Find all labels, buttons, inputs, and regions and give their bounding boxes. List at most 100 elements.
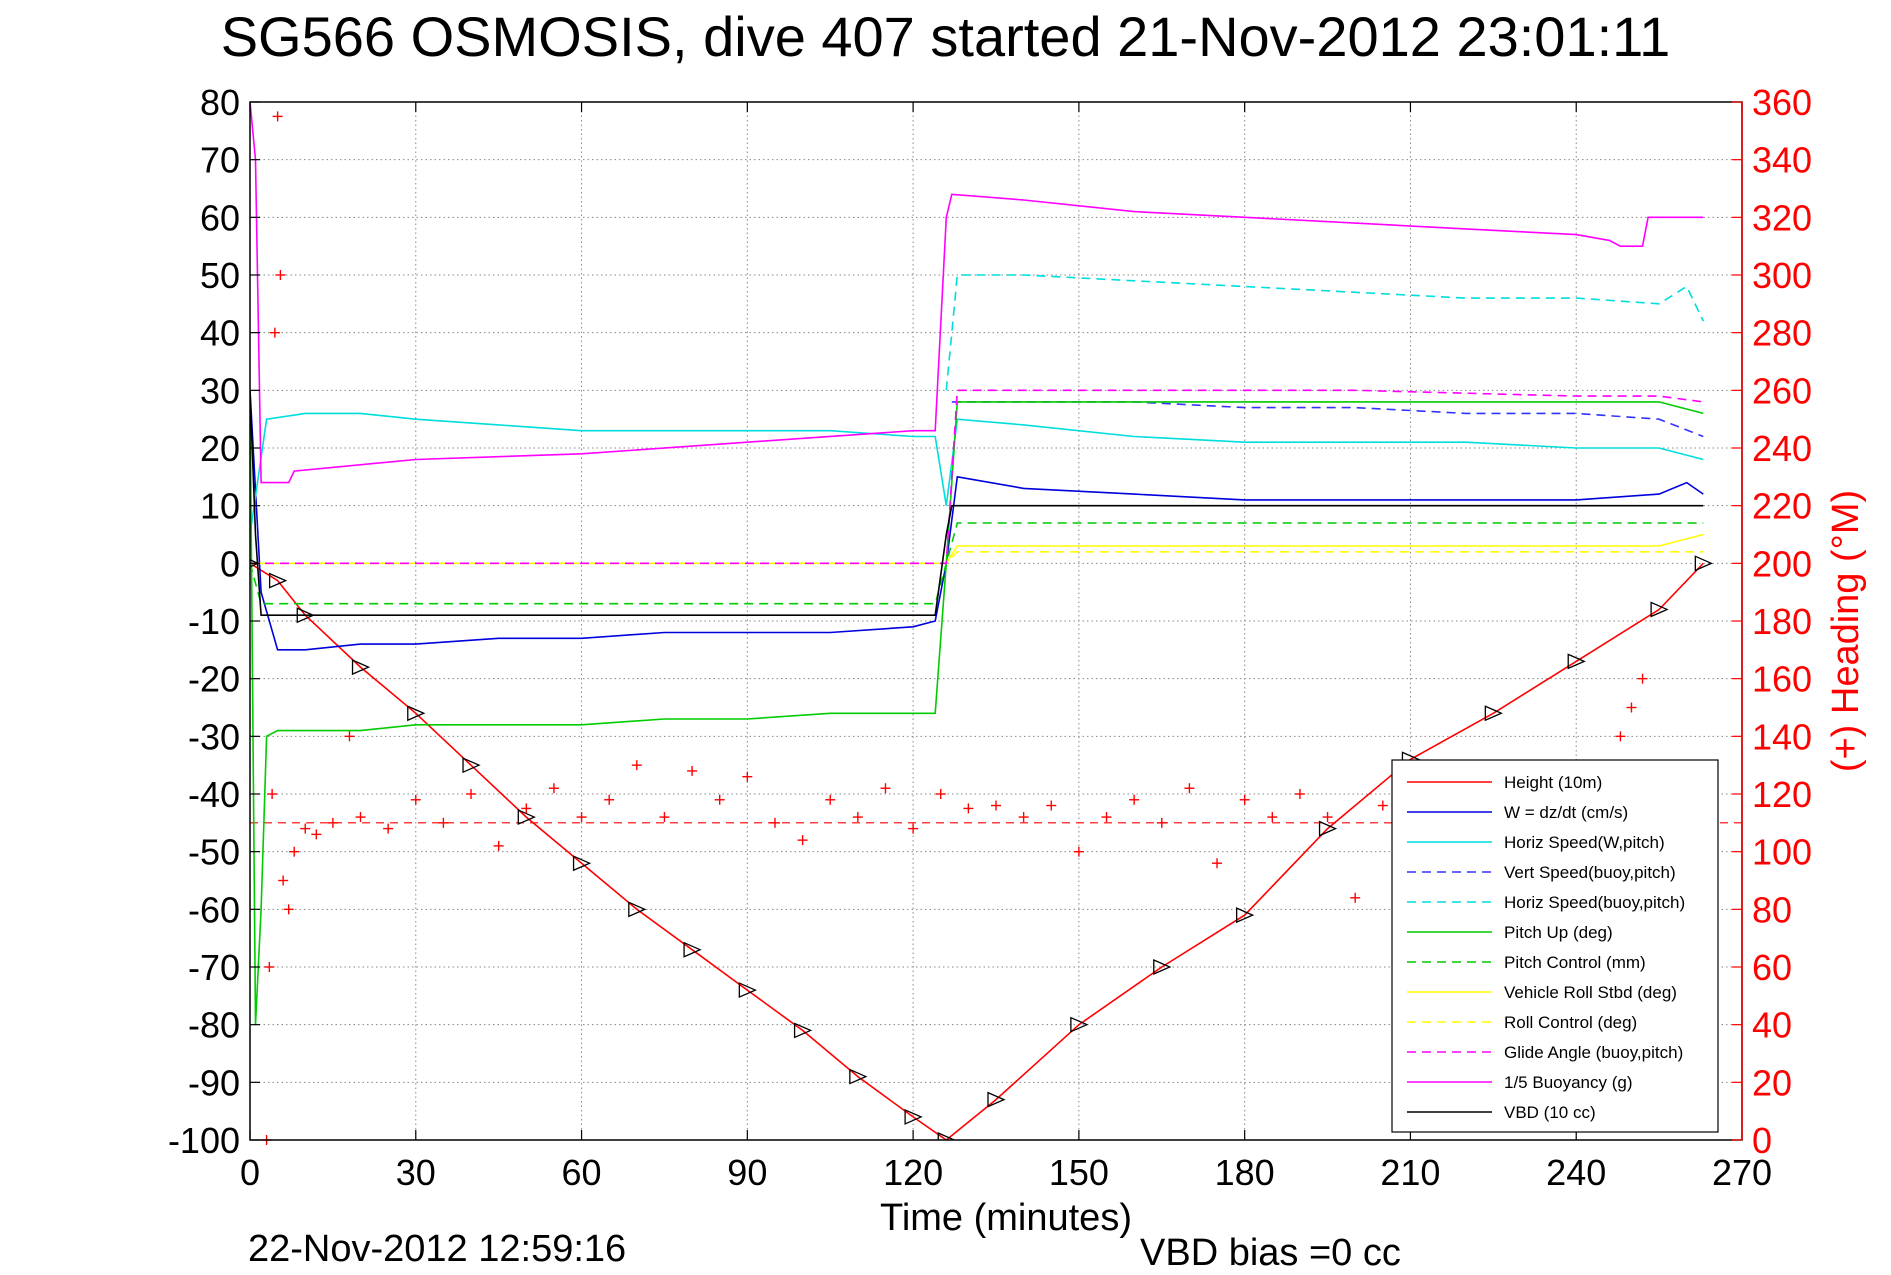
series-line-5	[250, 390, 1704, 1025]
x-tick-label: 240	[1546, 1152, 1606, 1193]
heading-point	[1626, 702, 1637, 713]
legend-label-9: Glide Angle (buoy,pitch)	[1504, 1043, 1683, 1062]
heading-point	[410, 794, 421, 805]
height-point-marker	[849, 1068, 868, 1085]
y-tick-label: 20	[200, 428, 240, 469]
x-tick-label: 210	[1380, 1152, 1440, 1193]
legend-label-10: 1/5 Buoyancy (g)	[1504, 1073, 1633, 1092]
y-right-tick-label: 60	[1752, 947, 1792, 988]
heading-point	[1239, 794, 1250, 805]
heading-point	[1212, 858, 1223, 869]
heading-point	[1294, 789, 1305, 799]
y-right-tick-label: 100	[1752, 832, 1812, 873]
heading-point	[1615, 731, 1626, 742]
height-point-marker	[268, 572, 288, 589]
heading-point	[1350, 892, 1361, 903]
legend-label-4: Horiz Speed(buoy,pitch)	[1504, 893, 1685, 912]
height-point-marker	[296, 607, 315, 624]
series-line-1	[250, 390, 1704, 651]
heading-point	[289, 846, 300, 857]
height-point-marker	[1484, 705, 1503, 722]
heading-point	[1184, 783, 1195, 794]
y-tick-label: -80	[188, 1005, 240, 1046]
heading-point	[991, 800, 1001, 811]
heading-point	[300, 823, 311, 834]
x-tick-label: 60	[562, 1152, 602, 1193]
height-point-marker	[1070, 1016, 1089, 1033]
y-right-tick-label: 360	[1752, 82, 1812, 123]
y-tick-label: -90	[188, 1062, 240, 1103]
x-axis-label: Time (minutes)	[880, 1197, 1132, 1239]
heading-point	[1073, 846, 1084, 857]
y-axis-left: 80 70 60 50 40 30 20 10 0 -10 -20 -30 -40 -50 -60 -70 -8…	[168, 82, 260, 1161]
y-tick-label: 60	[200, 197, 240, 238]
y-tick-label: 50	[200, 255, 240, 296]
y-right-tick-label: 160	[1752, 659, 1812, 700]
heading-point	[521, 803, 532, 814]
heading-point	[548, 783, 559, 794]
height-point-marker	[351, 659, 371, 676]
height-point-marker	[1236, 907, 1255, 924]
heading-point	[1129, 794, 1140, 805]
series-group	[250, 102, 1742, 1140]
heading-point	[438, 817, 449, 828]
heading-point	[1637, 673, 1648, 684]
series-line-3	[951, 401, 1704, 438]
y-right-tick-label: 260	[1752, 370, 1812, 411]
heading-point	[908, 823, 919, 834]
y-right-tick-label: 280	[1752, 313, 1812, 354]
series-line-8	[250, 550, 1704, 565]
y-right-tick-label: 140	[1752, 716, 1812, 757]
heading-point	[797, 835, 808, 846]
heading-point	[278, 875, 289, 886]
legend-label-0: Height (10m)	[1504, 773, 1602, 792]
y-right-tick-label: 220	[1752, 486, 1812, 527]
heading-point	[659, 812, 670, 823]
heading-point	[769, 817, 780, 828]
heading-point	[327, 817, 338, 828]
series-line-4	[945, 274, 1705, 391]
heading-point	[1101, 812, 1112, 823]
height-point-marker	[937, 1132, 956, 1140]
heading-point	[963, 803, 974, 814]
heading-point	[1377, 800, 1388, 811]
series-line-11	[250, 390, 1704, 617]
x-axis: 0 30 60 90 120 150 180 210 240 270	[240, 102, 1772, 1193]
heading-point	[355, 812, 366, 823]
series-line-9	[250, 389, 1704, 565]
y-right-tick-label: 40	[1752, 1005, 1792, 1046]
heading-point	[714, 794, 725, 805]
heading-point	[742, 771, 753, 782]
y-tick-label: -50	[188, 832, 240, 873]
y-right-tick-label: 200	[1752, 543, 1812, 584]
legend: Height (10m) W = dz/dt (cm/s) Horiz Speed(…	[1391, 759, 1719, 1133]
series-line-2	[250, 412, 1704, 535]
legend-label-3: Vert Speed(buoy,pitch)	[1504, 863, 1676, 882]
heading-point	[275, 270, 286, 280]
series-line-10	[250, 102, 1704, 484]
heading-point	[466, 789, 477, 799]
height-point-marker	[683, 941, 702, 958]
heading-point	[383, 823, 394, 834]
x-tick-label: 90	[727, 1152, 767, 1193]
y-right-tick-label: 340	[1752, 140, 1812, 181]
y-tick-label: 10	[200, 486, 240, 527]
y-tick-label: -10	[188, 601, 240, 642]
height-point-marker	[517, 809, 536, 826]
height-point-marker	[1650, 601, 1669, 618]
heading-point	[935, 789, 946, 799]
heading-point	[1156, 817, 1167, 828]
legend-label-6: Pitch Control (mm)	[1504, 953, 1646, 972]
y-tick-label: 40	[200, 313, 240, 354]
heading-point	[1267, 812, 1278, 823]
y-axis-right-label: (+) Heading (°M)	[1825, 490, 1867, 772]
heading-point	[1322, 812, 1333, 823]
heading-point	[852, 812, 863, 823]
y-right-tick-label: 300	[1752, 255, 1812, 296]
series-line-7	[250, 533, 1704, 565]
heading-point	[687, 765, 698, 776]
heading-point	[825, 794, 836, 805]
y-right-tick-label: 180	[1752, 601, 1812, 642]
height-point-marker	[738, 982, 757, 999]
